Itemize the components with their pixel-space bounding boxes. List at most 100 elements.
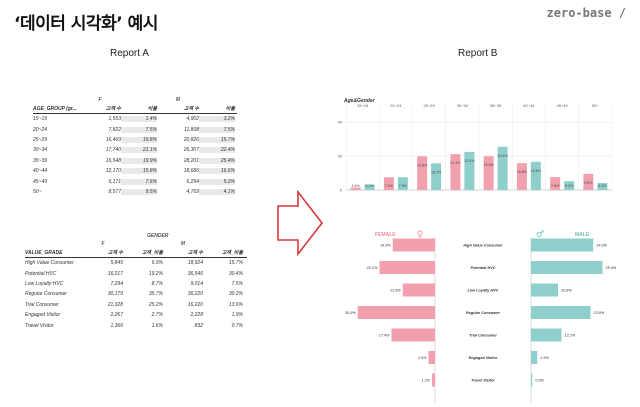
- table-row: 15~19 1,553 1.4% 4,902 3.2%: [33, 114, 237, 124]
- female-bar: [432, 373, 435, 387]
- data-label: 22.4%: [464, 159, 475, 163]
- data-label: 2.5%: [539, 356, 549, 360]
- x-tick-label: 45~49: [557, 103, 569, 108]
- male-bar: [531, 238, 594, 252]
- table-cell: 50~: [33, 188, 42, 195]
- table-cell: 4,902: [186, 116, 199, 123]
- age-header-cell: 비율: [147, 106, 157, 112]
- table-cell: 9,014: [190, 280, 203, 287]
- table-row: 25~29 16,469 19.8% 20,826 15.7%: [33, 135, 237, 145]
- male-bar: [597, 183, 608, 190]
- table-cell: High Value Consumer: [25, 260, 74, 267]
- male-legend-label: MALE: [575, 232, 590, 238]
- value-grade-table: GENDER F M VALUE_GRADE 고객 수 고객_비율 고객 수 고객_비율…: [25, 233, 247, 331]
- table-cell: Regular Consumer: [25, 291, 67, 298]
- female-bar: [550, 177, 561, 190]
- table-cell: Travel Visitor: [25, 322, 54, 329]
- data-label: 3.2%: [366, 184, 375, 188]
- table-cell: 2,267: [110, 312, 123, 319]
- data-label: 19.9%: [484, 163, 495, 167]
- table-cell: Low Loyalty HVC: [25, 280, 64, 287]
- table-row: 40~44 12,170 15.8% 18,686 16.6%: [33, 166, 237, 176]
- table-cell: 5.2%: [199, 178, 235, 185]
- female-bar: [450, 154, 461, 190]
- data-label: 7.5%: [399, 184, 408, 188]
- female-icon: ♀: [417, 230, 424, 240]
- table-cell: 1,366: [110, 322, 123, 329]
- category-label: Engaged Visitor: [469, 356, 498, 360]
- table-cell: 19.2%: [148, 270, 163, 277]
- table-row: 30~34 17,740 21.1% 26,307 22.4%: [33, 145, 237, 155]
- table-cell: 1.9%: [231, 312, 243, 319]
- table-cell: 7.6%: [121, 178, 157, 185]
- table-cell: 25~29: [33, 136, 48, 143]
- category-label: High Value Consumer: [463, 244, 503, 248]
- table-cell: 28,201: [183, 157, 199, 164]
- table-cell: 832: [194, 322, 203, 329]
- table-row: 50~ 8,577 9.5% 4,769 4.1%: [33, 187, 237, 197]
- category-label: Potential HVC: [470, 266, 495, 270]
- table-cell: 21,328: [107, 301, 123, 308]
- table-cell: 15.8%: [121, 168, 157, 175]
- table-cell: 15~19: [33, 116, 48, 123]
- male-bar: [531, 283, 558, 297]
- male-bar: [397, 177, 408, 190]
- table-cell: 16,220: [187, 301, 203, 308]
- age-table-body: 15~19 1,553 1.4% 4,902 3.2% 20~24 7,822 7.5% 11,…: [33, 114, 237, 197]
- y-tick-label: 20: [338, 154, 343, 159]
- table-cell: 1.6%: [151, 322, 163, 329]
- data-label: 25.4%: [498, 154, 509, 158]
- gender-header-cell: 고객 수: [107, 250, 123, 256]
- data-label: 7.6%: [551, 184, 560, 188]
- brand-logo: zero-base /: [546, 6, 626, 20]
- table-cell: Trial Consumer: [25, 301, 59, 308]
- table-cell: 6,171: [108, 178, 121, 185]
- data-label: 9.5%: [584, 181, 593, 185]
- table-cell: 25.4%: [199, 157, 235, 164]
- x-tick-label: 50~: [592, 103, 599, 108]
- table-cell: 30,179: [107, 291, 123, 298]
- female-bar: [391, 328, 435, 342]
- table-cell: 17,740: [105, 147, 121, 154]
- table-cell: 21.1%: [121, 147, 157, 154]
- table-cell: 35~39: [33, 157, 48, 164]
- table-cell: 12,170: [105, 168, 121, 175]
- right-arrow-icon: [277, 190, 324, 256]
- table-row: 45~49 6,171 7.6% 6,294 5.2%: [33, 176, 237, 186]
- table-cell: 8,577: [108, 188, 121, 195]
- gender-header-cell: 고객_비율: [221, 250, 243, 256]
- table-cell: 7.5%: [231, 280, 243, 287]
- data-label: 28.6%: [605, 266, 617, 270]
- data-label: 1.4%: [352, 184, 361, 188]
- age-header-cell: 고객 수: [105, 106, 121, 112]
- table-cell: 7,294: [110, 280, 123, 287]
- table-row: Trial Consumer 21,328 25.2% 16,220 13.6%: [25, 300, 247, 310]
- gender-table-body: High Value Consumer 5,845 6.9% 18,924 15.7% P…: [25, 258, 247, 331]
- female-bar: [417, 156, 428, 190]
- table-row: Potential HVC 16,217 19.2% 36,546 30.4%: [25, 268, 247, 278]
- female-bar: [583, 173, 594, 190]
- table-cell: 1,553: [108, 116, 121, 123]
- table-cell: 15.7%: [228, 260, 243, 267]
- gender-header-cell: 고객_비율: [141, 250, 163, 256]
- male-bar: [364, 184, 375, 190]
- age-table-group-header: F M: [33, 97, 237, 105]
- table-cell: 9.5%: [121, 188, 157, 195]
- group-f: F: [98, 97, 102, 103]
- male-bar: [531, 351, 538, 364]
- table-cell: 7.5%: [121, 126, 157, 133]
- table-cell: 7.5%: [199, 126, 235, 133]
- table-cell: 19.8%: [121, 136, 157, 143]
- table-row: Low Loyalty HVC 7,294 8.7% 9,014 7.5%: [25, 279, 247, 289]
- female-bar: [383, 177, 394, 190]
- data-label: 21.1%: [450, 161, 461, 165]
- table-cell: 2.7%: [151, 312, 163, 319]
- table-cell: 11,808: [184, 126, 199, 133]
- x-tick-label: 30~34: [457, 103, 469, 108]
- category-label: Low Loyalty HVC: [467, 289, 498, 293]
- data-label: 16.6%: [531, 169, 542, 173]
- female-bar: [379, 261, 435, 274]
- table-cell: 7,822: [108, 126, 121, 133]
- female-bar: [357, 306, 435, 319]
- gender-table-title: GENDER: [147, 233, 169, 239]
